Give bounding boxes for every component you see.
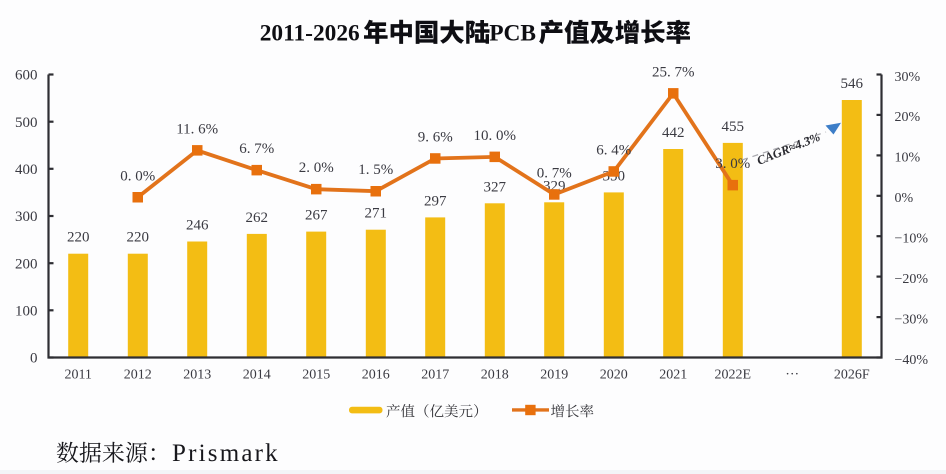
svg-text:10%: 10%	[895, 151, 921, 166]
svg-text:2015: 2015	[302, 368, 330, 383]
svg-text:262: 262	[246, 210, 269, 226]
svg-text:10. 0%: 10. 0%	[474, 128, 517, 144]
svg-text:2021: 2021	[659, 368, 687, 383]
svg-text:2018: 2018	[481, 368, 509, 383]
svg-text:2. 0%: 2. 0%	[299, 160, 334, 176]
svg-text:327: 327	[484, 179, 507, 195]
svg-text:2011: 2011	[64, 368, 91, 383]
svg-text:Prismark: Prismark	[172, 440, 280, 467]
svg-text:9. 6%: 9. 6%	[418, 130, 453, 146]
svg-text:271: 271	[365, 206, 388, 222]
svg-text:6. 4%: 6. 4%	[596, 142, 631, 158]
svg-text:2011-2026: 2011-2026	[260, 21, 360, 47]
svg-text:···: ···	[785, 368, 799, 383]
svg-text:30%: 30%	[895, 70, 921, 85]
svg-text:2019: 2019	[540, 368, 568, 383]
svg-text:6. 7%: 6. 7%	[239, 141, 274, 157]
svg-text:0. 7%: 0. 7%	[537, 166, 572, 182]
svg-text:20%: 20%	[895, 110, 921, 125]
svg-text:220: 220	[127, 230, 150, 246]
svg-text:0%: 0%	[895, 191, 914, 206]
svg-text:2013: 2013	[183, 368, 211, 383]
svg-text:200: 200	[15, 256, 38, 272]
svg-text:2022E: 2022E	[715, 368, 752, 383]
svg-text:400: 400	[15, 162, 38, 178]
svg-text:297: 297	[424, 193, 447, 209]
svg-text:246: 246	[186, 218, 209, 234]
svg-text:2014: 2014	[243, 368, 271, 383]
svg-text:−40%: −40%	[895, 353, 929, 368]
svg-text:−20%: −20%	[895, 272, 929, 287]
svg-text:25. 7%: 25. 7%	[652, 64, 695, 80]
svg-text:600: 600	[15, 68, 38, 84]
svg-text:0. 0%: 0. 0%	[120, 168, 155, 184]
svg-text:−30%: −30%	[895, 312, 929, 327]
svg-text:3. 0%: 3. 0%	[715, 156, 750, 172]
svg-text:PCB: PCB	[489, 21, 536, 47]
svg-text:2017: 2017	[421, 368, 449, 383]
svg-text:500: 500	[15, 115, 38, 131]
svg-text:−10%: −10%	[895, 232, 929, 247]
svg-text:267: 267	[305, 208, 328, 224]
svg-text:2012: 2012	[124, 368, 152, 383]
svg-text:1. 5%: 1. 5%	[358, 162, 393, 178]
svg-text:11. 6%: 11. 6%	[176, 121, 218, 137]
svg-text:2016: 2016	[362, 368, 390, 383]
svg-text:455: 455	[722, 119, 745, 135]
svg-text:100: 100	[15, 304, 38, 320]
svg-text:546: 546	[841, 76, 864, 92]
svg-text:2020: 2020	[600, 368, 628, 383]
svg-text:0: 0	[30, 351, 38, 367]
svg-text:220: 220	[67, 230, 90, 246]
svg-text:2026F: 2026F	[834, 368, 870, 383]
svg-text:300: 300	[15, 209, 38, 225]
svg-text:442: 442	[662, 125, 685, 141]
